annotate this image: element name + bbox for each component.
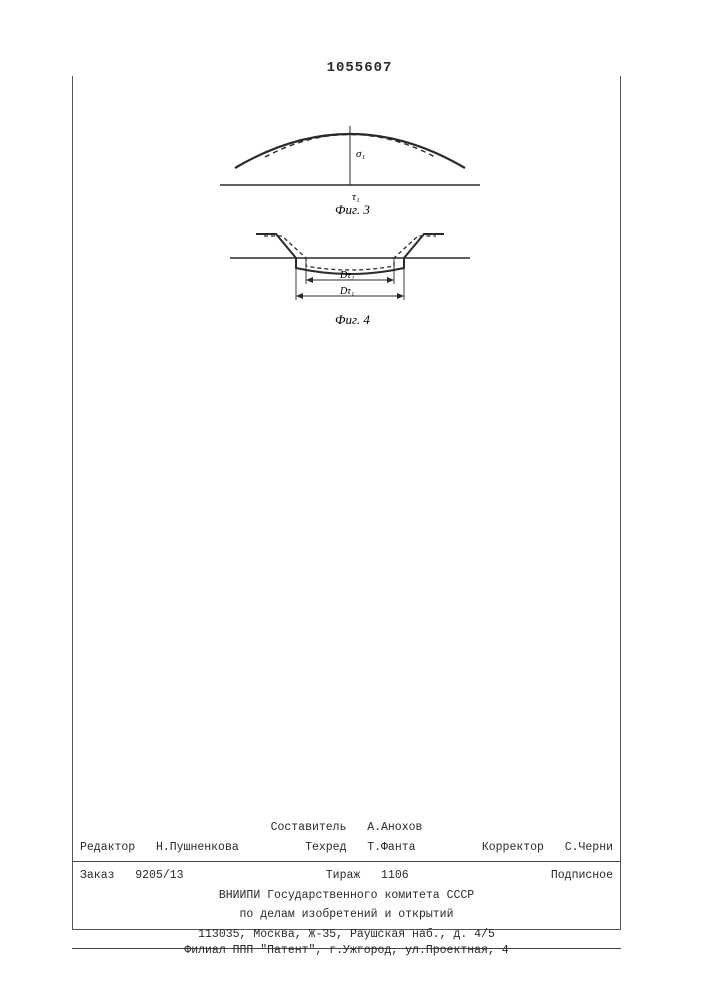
footer-rule-1 — [72, 861, 621, 862]
fig3-caption: Фиг. 3 — [335, 202, 370, 217]
figures-area: σ₁ τ₁ Фиг. 3 — [200, 110, 500, 330]
compiler-row: Составитель А.Анохов — [72, 818, 621, 838]
corrector-name: С.Черни — [565, 841, 613, 854]
techred-cell: Техред Т.Фанта — [305, 840, 415, 856]
order-row: Заказ 9205/13 Тираж 1106 Подписное — [72, 866, 621, 886]
editor-label: Редактор — [80, 841, 135, 854]
printrun-cell: Тираж 1106 — [326, 868, 409, 884]
editor-name: Н.Пушненкова — [156, 841, 239, 854]
corrector-cell: Корректор С.Черни — [482, 840, 613, 856]
order-cell: Заказ 9205/13 — [80, 868, 184, 884]
org-line3: 113035, Москва, Ж-35, Раушская наб., д. … — [72, 925, 621, 945]
printrun-label: Тираж — [326, 869, 361, 882]
org-line2: по делам изобретений и открытий — [72, 905, 621, 925]
corrector-label: Корректор — [482, 841, 544, 854]
fig3-group: σ₁ τ₁ — [220, 126, 480, 203]
fig4-dt1-label: Dτ₁ — [339, 286, 354, 297]
subscription-cell: Подписное — [551, 868, 613, 884]
figures-svg: σ₁ τ₁ Фиг. 3 — [200, 110, 500, 330]
fig4-caption: Фиг. 4 — [335, 312, 370, 327]
fig4-dt2-label: Dτ₂ — [339, 270, 355, 281]
compiler-name: А.Анохов — [367, 821, 422, 834]
editor-cell: Редактор Н.Пушненкова — [80, 840, 239, 856]
compiler-label: Составитель — [271, 821, 347, 834]
techred-name: Т.Фанта — [367, 841, 415, 854]
fig3-sigma1-label: σ₁ — [356, 148, 365, 160]
fig4-dashed-profile — [264, 236, 436, 270]
fig4-dim-dt2: Dτ₂ — [306, 258, 394, 284]
order-label: Заказ — [80, 869, 115, 882]
branch-line: Филиал ППП "Патент", г.Ужгород, ул.Проек… — [72, 944, 621, 957]
footer-block: Составитель А.Анохов Редактор Н.Пушненко… — [72, 818, 621, 953]
page: 1055607 σ₁ τ₁ Фиг. 3 — [0, 0, 707, 1000]
printrun-value: 1106 — [381, 869, 409, 882]
org-line1: ВНИИПИ Государственного комитета СССР — [72, 886, 621, 906]
techred-label: Техред — [305, 841, 346, 854]
order-value: 9205/13 — [135, 869, 183, 882]
document-number: 1055607 — [0, 60, 707, 76]
credits-row: Редактор Н.Пушненкова Техред Т.Фанта Кор… — [72, 838, 621, 858]
fig4-solid-profile — [256, 234, 444, 274]
fig4-group: Dτ₂ Dτ₁ — [230, 234, 470, 300]
